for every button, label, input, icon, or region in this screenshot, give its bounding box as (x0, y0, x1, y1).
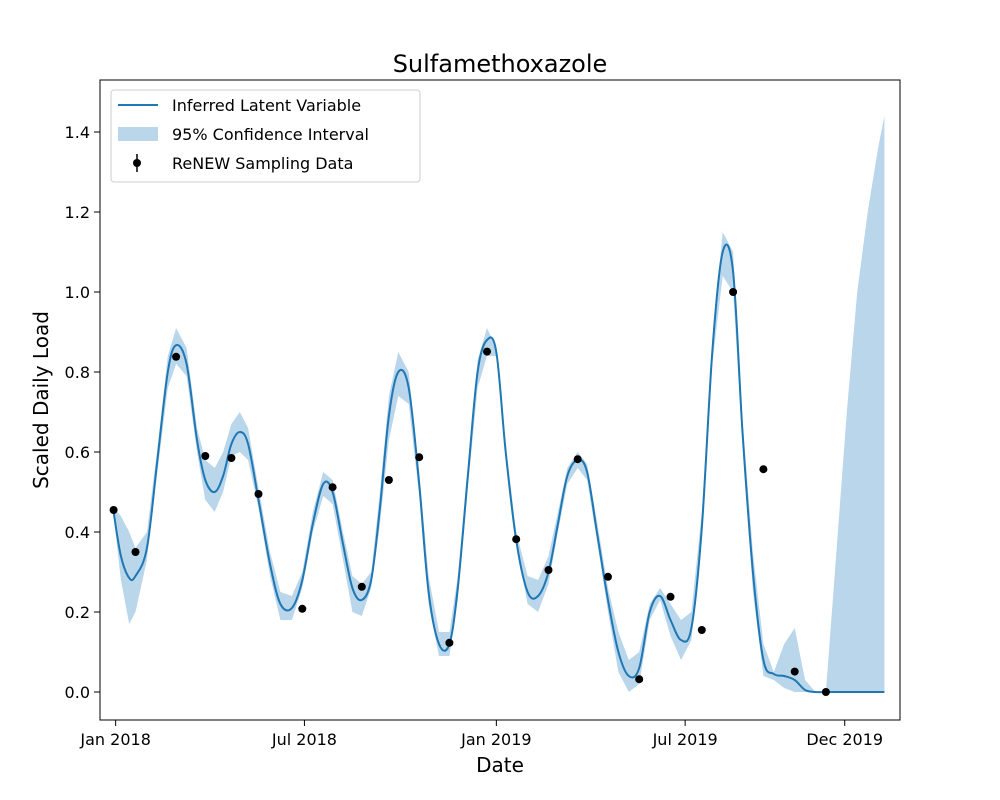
sampling-point (172, 352, 181, 361)
sampling-point (759, 465, 768, 474)
sampling-point (483, 347, 491, 356)
y-tick-label: 0.0 (65, 683, 90, 702)
plot-area (109, 116, 885, 696)
latent-variable-line (112, 243, 885, 694)
sampling-point (697, 626, 706, 634)
x-tick-label: Dec 2019 (806, 730, 883, 749)
x-tick-label: Jan 2018 (79, 730, 150, 749)
sampling-point (573, 455, 582, 464)
sampling-point (821, 688, 830, 696)
x-tick-label: Jan 2019 (460, 730, 531, 749)
sampling-point (604, 572, 612, 581)
y-tick-label: 0.2 (65, 603, 90, 622)
y-tick-label: 1.2 (65, 203, 90, 222)
sampling-point (357, 582, 366, 591)
plot-frame (99, 79, 901, 721)
sampling-point (298, 604, 307, 613)
sampling-point (512, 535, 521, 544)
x-tick-label: Jul 2019 (652, 730, 718, 749)
chart-title: Sulfamethoxazole (393, 50, 608, 78)
legend: Inferred Latent Variable 95% Confidence … (110, 89, 421, 183)
legend-box (110, 89, 421, 183)
sampling-point (384, 476, 393, 484)
sampling-point (131, 548, 140, 556)
sampling-point (227, 454, 236, 462)
sampling-point (635, 675, 644, 684)
legend-label-band: 95% Confidence Interval (172, 125, 369, 144)
sampling-point (666, 592, 675, 601)
legend-label-line: Inferred Latent Variable (172, 96, 361, 115)
sampling-point (254, 490, 263, 498)
sampling-point (328, 483, 337, 492)
sampling-point (729, 288, 738, 296)
sampling-point (109, 506, 118, 514)
y-tick-label: 1.4 (65, 123, 90, 142)
sampling-point (544, 566, 553, 574)
sampling-point (415, 453, 424, 462)
y-axis-title: Scaled Daily Load (29, 311, 53, 489)
axes: 0.0 0.2 0.4 0.6 0.8 1.0 1.2 1.4 Jan 2018 Jul 2018… (65, 123, 884, 749)
y-tick-label: 0.8 (65, 363, 90, 382)
y-tick-label: 0.4 (65, 523, 90, 542)
sampling-point (445, 638, 454, 647)
sampling-point (790, 667, 799, 676)
legend-label-points: ReNEW Sampling Data (172, 154, 353, 173)
y-tick-label: 1.0 (65, 283, 90, 302)
legend-point-swatch (133, 159, 141, 167)
x-axis-title: Date (476, 753, 524, 777)
y-tick-label: 0.6 (65, 443, 90, 462)
sampling-point (201, 452, 210, 460)
legend-band-swatch (118, 127, 158, 141)
x-tick-label: Jul 2018 (271, 730, 337, 749)
